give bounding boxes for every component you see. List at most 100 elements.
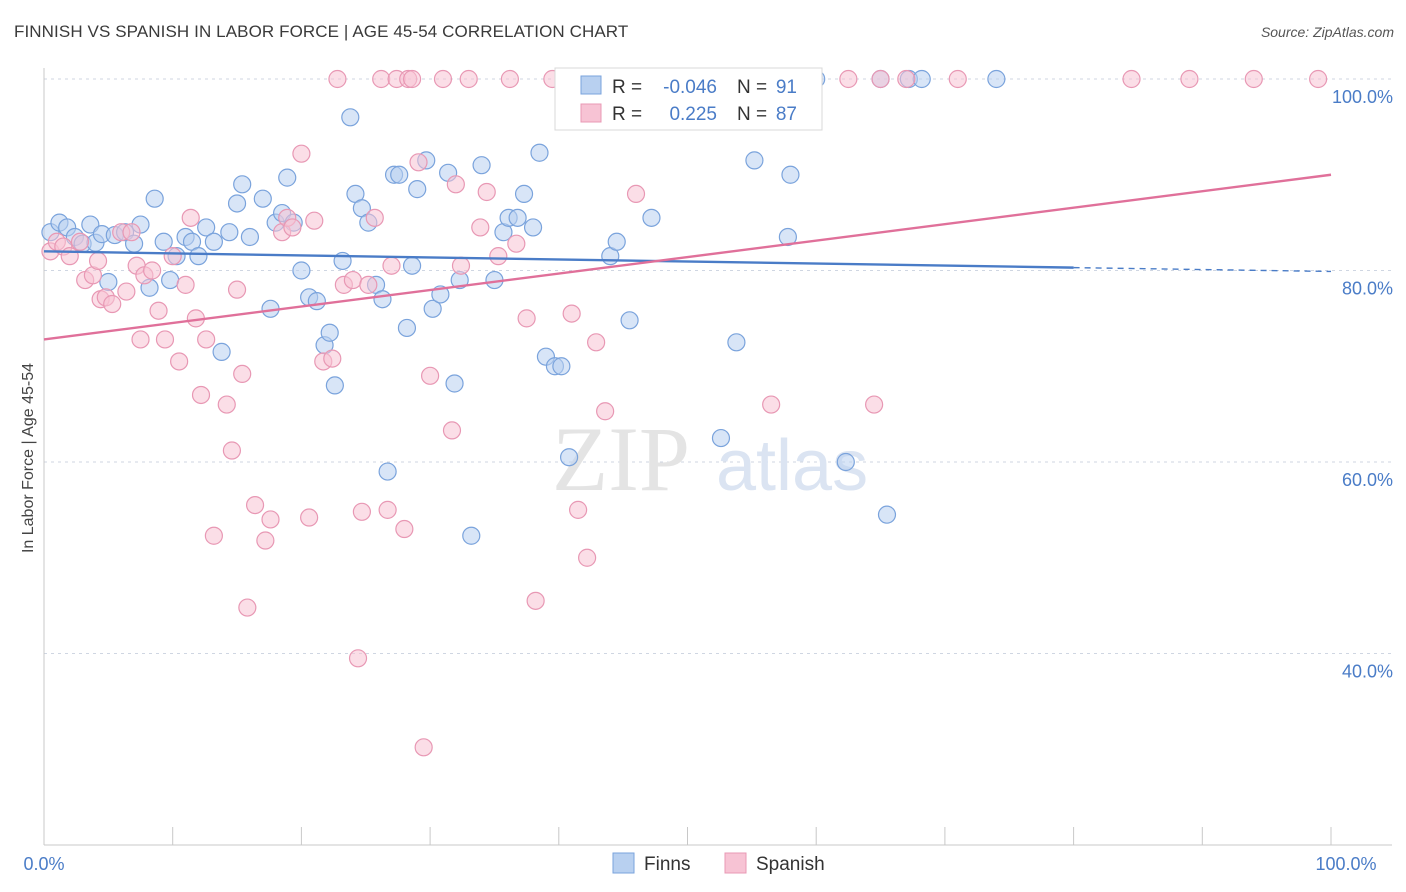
point-finns-76: [642, 208, 661, 227]
point-spanish-85: [897, 69, 916, 89]
point-finns-85: [836, 452, 855, 472]
point-spanish-58: [409, 153, 428, 172]
point-finns-36: [307, 292, 326, 311]
point-finns-58: [445, 374, 464, 393]
point-finns-74: [607, 232, 626, 251]
point-spanish-17: [143, 261, 162, 280]
point-spanish-87: [1122, 69, 1141, 89]
point-finns-71: [559, 448, 579, 467]
point-spanish-50: [365, 208, 384, 227]
point-spanish-68: [489, 247, 508, 266]
point-spanish-12: [117, 282, 136, 301]
point-spanish-30: [227, 280, 247, 299]
point-spanish-60: [421, 366, 440, 385]
point-spanish-79: [626, 184, 646, 203]
point-spanish-46: [343, 270, 362, 290]
point-spanish-65: [459, 69, 478, 89]
point-spanish-72: [526, 591, 545, 610]
point-spanish-33: [245, 495, 265, 515]
point-finns-66: [523, 218, 543, 237]
x-tick-label-max: 100.0%: [1315, 854, 1376, 874]
point-finns-87: [877, 505, 897, 524]
point-finns-15: [154, 232, 173, 251]
watermark: ZIP atlas: [552, 408, 868, 510]
point-spanish-62: [442, 421, 462, 440]
point-spanish-49: [359, 275, 378, 294]
point-spanish-82: [839, 69, 858, 89]
n-label-spanish: N =: [737, 104, 767, 125]
y-tick-label-80: 80.0%: [1342, 279, 1393, 299]
series-legend[interactable]: Finns Spanish: [612, 852, 825, 875]
point-finns-41: [341, 108, 360, 127]
legend-item-spanish[interactable]: Spanish: [724, 852, 825, 875]
point-finns-75: [620, 311, 639, 330]
point-spanish-19: [155, 330, 175, 349]
point-spanish-84: [871, 69, 890, 89]
point-spanish-74: [562, 304, 581, 323]
point-finns-47: [378, 462, 397, 481]
point-finns-24: [220, 223, 239, 242]
stats-legend: R = -0.046 N = 91 R = 0.225 N = 87: [554, 67, 823, 131]
point-spanish-90: [1309, 69, 1328, 89]
legend-swatch-spanish-bottom: [724, 852, 747, 874]
point-finns-82: [781, 165, 800, 184]
point-spanish-34: [256, 531, 275, 550]
point-spanish-59: [414, 738, 433, 757]
trend-line-finns: [43, 250, 1074, 269]
legend-item-finns[interactable]: Finns: [612, 852, 690, 875]
r-value-spanish: 0.225: [669, 104, 717, 125]
legend-label-spanish: Spanish: [756, 854, 825, 875]
point-finns-67: [530, 143, 549, 162]
point-finns-79: [727, 333, 746, 352]
point-spanish-10: [103, 294, 122, 314]
point-spanish-88: [1180, 69, 1199, 89]
point-spanish-13: [122, 223, 141, 242]
point-finns-38: [320, 323, 339, 342]
point-finns-64: [508, 208, 527, 227]
point-finns-32: [278, 168, 297, 187]
trend-line-finns-extrapolated: [1073, 266, 1332, 273]
point-spanish-32: [238, 598, 257, 617]
point-spanish-31: [233, 364, 252, 384]
point-finns-46: [373, 290, 392, 309]
point-finns-78: [711, 428, 731, 448]
point-finns-26: [233, 175, 252, 194]
point-spanish-18: [149, 301, 168, 320]
point-finns-28: [253, 189, 272, 208]
y-axis-label: In Labor Force | Age 45-54: [20, 363, 37, 553]
r-label-spanish: R =: [612, 104, 642, 125]
point-spanish-41: [305, 211, 324, 230]
point-finns-89: [912, 69, 931, 89]
point-finns-39: [325, 376, 344, 395]
point-finns-22: [204, 232, 223, 251]
point-spanish-70: [507, 234, 526, 253]
point-spanish-69: [500, 69, 519, 89]
point-finns-70: [552, 357, 571, 376]
y-tick-label-100: 100.0%: [1332, 87, 1393, 107]
point-spanish-4: [70, 232, 90, 251]
point-finns-59: [462, 526, 481, 545]
n-value-spanish: 87: [776, 104, 797, 125]
legend-swatch-spanish: [580, 103, 602, 123]
point-finns-8: [99, 272, 118, 292]
point-spanish-61: [433, 69, 453, 89]
point-spanish-25: [191, 385, 211, 405]
point-spanish-76: [578, 548, 597, 567]
y-tick-label-40: 40.0%: [1342, 662, 1393, 682]
point-finns-27: [240, 227, 260, 247]
point-finns-65: [514, 184, 534, 203]
point-spanish-75: [569, 500, 588, 519]
data-points: [41, 69, 1328, 757]
point-spanish-40: [300, 508, 319, 527]
point-spanish-52: [378, 500, 397, 519]
point-finns-50: [397, 318, 417, 338]
point-spanish-28: [217, 395, 236, 414]
legend-swatch-finns-bottom: [612, 852, 635, 874]
point-spanish-47: [348, 649, 368, 668]
point-spanish-57: [402, 69, 422, 89]
point-spanish-21: [170, 352, 189, 371]
point-spanish-77: [587, 333, 606, 352]
r-label-finns: R =: [612, 77, 642, 98]
trend-line-spanish: [43, 173, 1332, 341]
